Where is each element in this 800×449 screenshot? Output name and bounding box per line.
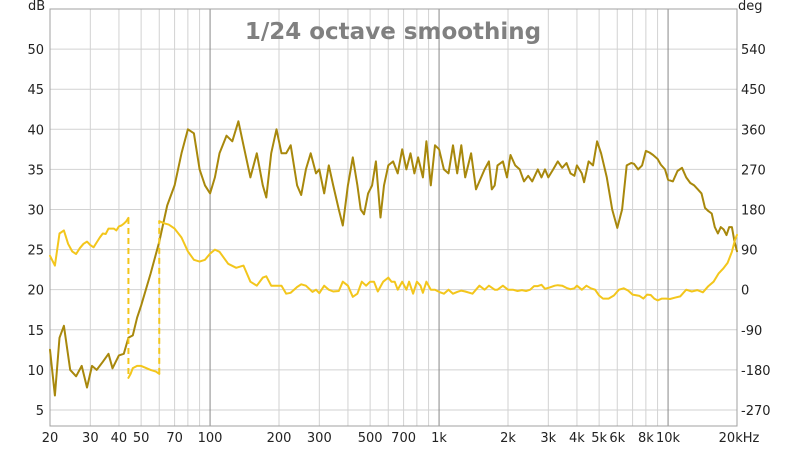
right-axis-tick-label: 90: [741, 244, 758, 259]
phase-trace-segment: [158, 220, 738, 302]
left-axis-tick-label: 35: [27, 163, 44, 178]
right-axis-tick-labels: -270 -180 -90 0 90 180 270 360 450 540: [741, 43, 771, 419]
x-axis-tick-label: 1k: [431, 431, 447, 446]
x-axis-tick-label: 100: [198, 431, 223, 446]
x-axis-tick-label: 5k: [591, 431, 607, 446]
left-axis-tick-label: 25: [27, 244, 44, 259]
left-axis-tick-label: 20: [27, 284, 44, 299]
chart-title: 1/24 octave smoothing: [245, 19, 541, 45]
plot-frame: [49, 8, 738, 427]
major-gridlines: [209, 9, 669, 426]
series-layer: [49, 120, 738, 397]
right-axis-tick-label: -90: [741, 324, 762, 339]
x-axis-tick-label: 20: [42, 431, 59, 446]
x-axis-tick-label: 500: [358, 431, 383, 446]
left-axis-tick-label: 40: [27, 123, 44, 138]
left-axis-tick-label: 5: [36, 404, 44, 419]
right-axis-unit: deg: [738, 0, 763, 14]
spl-trace: [49, 120, 738, 397]
x-axis-tick-labels: 20 30 40 50 70 100 200 300 500 700 1k 2k 3k 4k 5k 6k 8k 1…: [42, 431, 760, 446]
x-axis-tick-label: 4k: [569, 431, 585, 446]
x-axis-tick-label: 700: [391, 431, 416, 446]
right-axis-tick-label: 270: [741, 163, 766, 178]
x-axis-tick-label: 3k: [540, 431, 556, 446]
left-axis-tick-label: 30: [27, 203, 44, 218]
left-axis-tick-label: 50: [27, 43, 44, 58]
left-axis-unit: dB: [28, 0, 45, 14]
x-axis-tick-label: 70: [166, 431, 183, 446]
phase-trace-segment: [49, 216, 130, 267]
left-axis-tick-label: 45: [27, 83, 44, 98]
x-axis-tick-label: 2k: [500, 431, 516, 446]
left-axis-tick-label: 15: [27, 324, 44, 339]
right-axis-tick-label: 540: [741, 43, 766, 58]
x-axis-tick-label: 10k: [656, 431, 681, 446]
left-axis-tick-labels: 5 10 15 20 25 30 35 40 45 50: [27, 43, 44, 419]
right-axis-tick-label: -270: [741, 404, 771, 419]
phase-trace-segment: [127, 364, 161, 379]
x-axis-tick-label: 20kHz: [719, 431, 760, 446]
x-axis-tick-label: 300: [307, 431, 332, 446]
right-axis-tick-label: 180: [741, 203, 766, 218]
right-axis-tick-label: 450: [741, 83, 766, 98]
x-axis-tick-label: 30: [82, 431, 99, 446]
x-axis-tick-label: 40: [111, 431, 128, 446]
x-axis-tick-label: 8k: [638, 431, 654, 446]
x-axis-tick-label: 200: [267, 431, 292, 446]
x-axis-tick-label: 50: [133, 431, 150, 446]
left-axis-tick-label: 10: [27, 364, 44, 379]
x-axis-tick-label: 6k: [609, 431, 625, 446]
right-axis-tick-label: -180: [741, 364, 771, 379]
right-axis-tick-label: 0: [741, 284, 749, 299]
right-axis-tick-label: 360: [741, 123, 766, 138]
